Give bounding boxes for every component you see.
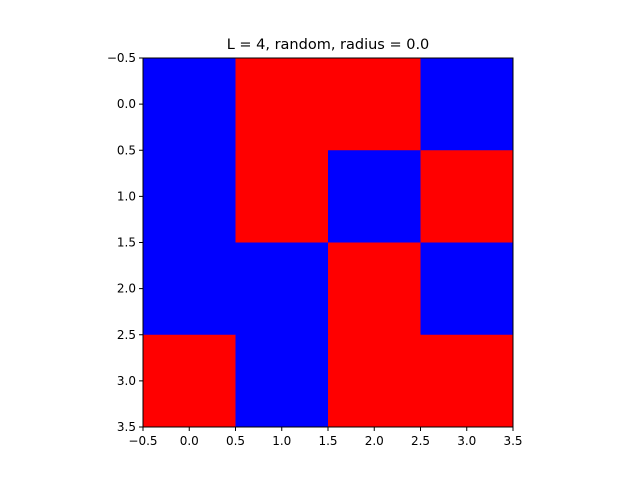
x-tick-label: 3.0	[457, 434, 476, 448]
x-tick-label: 0.5	[226, 434, 245, 448]
heatmap-cell	[235, 150, 329, 243]
y-tick-label: 3.0	[117, 374, 136, 388]
y-tick-label: 3.5	[117, 420, 136, 434]
heatmap-cell	[143, 242, 236, 336]
y-tick-label: 2.0	[117, 282, 136, 296]
y-tick-label: 2.5	[117, 328, 136, 342]
x-tick-label: 1.5	[318, 434, 337, 448]
heatmap-cell	[235, 242, 329, 336]
heatmap-cell	[235, 334, 329, 428]
heatmap-cell	[143, 58, 236, 151]
heatmap-cell	[420, 150, 514, 243]
heatmap-cell	[235, 58, 329, 151]
y-axis: −0.5 0.0 0.5 1.0 1.5 2.0 2.5 3.0 3.5	[107, 51, 143, 434]
heatmap-cell	[143, 334, 236, 428]
heatmap-cell	[420, 58, 514, 151]
heatmap-cell	[420, 242, 514, 336]
heatmap-cell	[143, 150, 236, 243]
heatmap-cell	[328, 58, 421, 151]
x-tick-label: 1.0	[272, 434, 291, 448]
heatmap-cell	[328, 150, 421, 243]
x-tick-label: 0.0	[180, 434, 199, 448]
y-tick-label: 0.5	[117, 143, 136, 157]
heatmap-cell	[420, 334, 514, 428]
y-tick-label: 0.0	[117, 97, 136, 111]
x-tick-label: 2.0	[365, 434, 384, 448]
x-axis: −0.5 0.0 0.5 1.0 1.5 2.0 2.5 3.0 3.5	[128, 427, 523, 448]
y-tick-label: 1.5	[117, 236, 136, 250]
heatmap-cell	[328, 242, 421, 336]
y-tick-label: −0.5	[107, 51, 136, 65]
heatmap-cells	[143, 58, 514, 428]
heatmap-cell	[328, 334, 421, 428]
chart-title: L = 4, random, radius = 0.0	[227, 37, 430, 53]
y-tick-label: 1.0	[117, 189, 136, 203]
x-tick-label: −0.5	[128, 434, 157, 448]
x-tick-label: 3.5	[503, 434, 522, 448]
x-tick-label: 2.5	[411, 434, 430, 448]
